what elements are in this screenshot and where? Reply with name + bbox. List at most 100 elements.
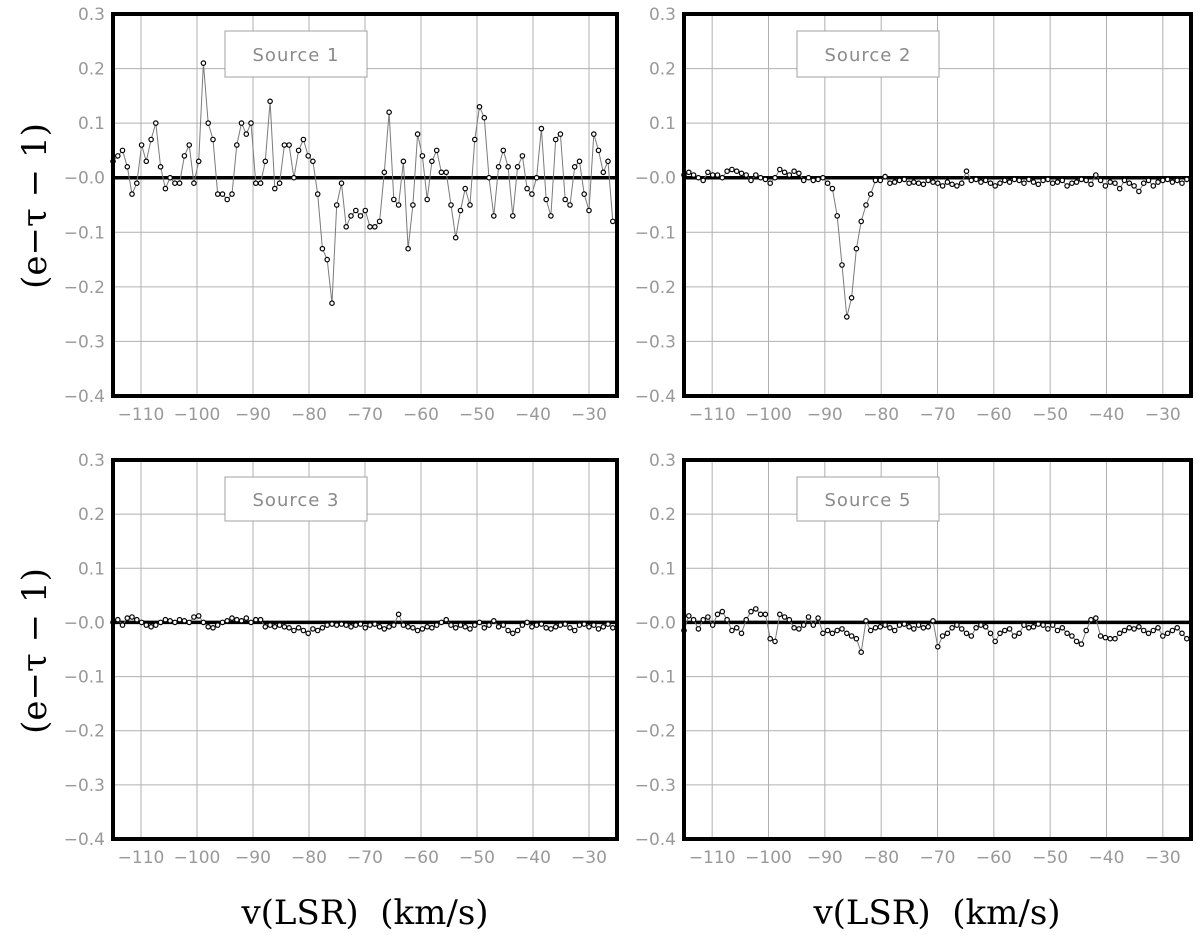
data-point	[153, 120, 159, 126]
data-point	[963, 168, 970, 175]
legend-box	[796, 30, 940, 78]
data-point	[476, 619, 483, 626]
data-point	[714, 172, 721, 178]
data-point	[414, 627, 421, 634]
data-point	[400, 622, 407, 628]
data-point	[157, 164, 164, 170]
data-point	[772, 638, 778, 645]
data-point	[600, 623, 607, 630]
data-point	[1045, 176, 1051, 183]
data-point	[557, 131, 564, 137]
x-tick-label: −50	[459, 405, 495, 425]
data-point	[172, 619, 178, 626]
data-point	[257, 616, 264, 623]
y-tick-label: −0.4	[64, 830, 105, 850]
data-point	[310, 626, 316, 632]
data-point	[949, 624, 955, 631]
data-point	[376, 623, 383, 630]
y-tick-label: −0.3	[64, 776, 105, 796]
y-tick-label: −0.4	[635, 387, 676, 407]
data-point	[1160, 177, 1166, 184]
data-point	[571, 627, 578, 634]
data-point	[848, 633, 855, 639]
data-point	[281, 623, 288, 630]
data-point	[300, 136, 307, 143]
data-point	[224, 196, 231, 203]
data-point	[567, 202, 573, 208]
data-point	[858, 649, 865, 656]
data-point	[1059, 177, 1066, 184]
data-point	[234, 616, 240, 623]
data-point	[348, 623, 354, 630]
data-point	[958, 626, 965, 632]
data-point	[887, 180, 893, 187]
data-point	[343, 224, 350, 230]
data-point	[395, 611, 402, 618]
data-point	[243, 131, 250, 137]
data-point	[733, 168, 740, 175]
data-point	[262, 158, 269, 165]
y-tick-label: 0.3	[78, 451, 105, 471]
data-point	[738, 170, 745, 177]
panel-4: −110 −100 −90 −80 −70 −60 −50 −40 −30 0.3 0.2 0.1 −0…	[635, 451, 1193, 868]
data-point	[906, 180, 912, 187]
y-tick-label: 0.1	[78, 114, 105, 134]
data-point	[1001, 177, 1008, 184]
data-point	[1174, 177, 1181, 184]
data-point	[571, 164, 578, 170]
data-point	[853, 245, 860, 252]
data-point	[167, 174, 173, 181]
data-point	[1121, 177, 1128, 184]
x-tick-label: −110	[689, 405, 736, 425]
data-point	[271, 185, 278, 192]
data-point	[267, 98, 273, 105]
data-point	[1026, 176, 1032, 183]
data-point	[1011, 633, 1018, 639]
data-point	[843, 314, 850, 320]
data-point	[333, 622, 340, 628]
data-point	[1054, 627, 1061, 634]
y-tick-label: −0.0	[635, 613, 676, 633]
data-point	[253, 616, 259, 623]
panel-3: −110 −100 −90 −80 −70 −60 −50 −40 −30 0.3 0.2 0.1 −0…	[64, 451, 619, 868]
data-point	[1040, 622, 1046, 628]
data-point	[371, 621, 378, 627]
data-point	[829, 185, 836, 192]
data-point	[533, 174, 540, 181]
data-point	[1064, 183, 1070, 189]
data-point	[452, 624, 459, 631]
data-point	[800, 622, 807, 628]
legend-label: Source 5	[825, 490, 912, 511]
data-point	[229, 615, 235, 621]
data-point	[305, 153, 312, 159]
data-point	[381, 169, 388, 176]
data-point	[906, 623, 912, 630]
data-point	[467, 626, 473, 632]
data-point	[505, 627, 511, 634]
data-point	[448, 622, 454, 628]
y-tick-label: 0.3	[649, 451, 676, 471]
data-point	[143, 622, 150, 628]
plot-frame	[682, 12, 1193, 398]
y-tick-label: −0.4	[635, 830, 676, 850]
data-point	[757, 611, 764, 618]
data-point	[1097, 177, 1104, 184]
data-point	[295, 624, 302, 631]
data-point	[538, 125, 545, 132]
data-point	[205, 120, 212, 126]
data-point	[1131, 183, 1137, 189]
data-point	[709, 622, 716, 628]
data-point	[891, 179, 898, 185]
data-point	[219, 619, 226, 626]
data-point	[1073, 179, 1080, 185]
data-point	[1045, 626, 1051, 632]
y-tick-label: −0.1	[635, 223, 676, 243]
data-point	[1179, 630, 1185, 637]
data-point	[400, 158, 407, 165]
x-tick-label: −80	[291, 848, 327, 868]
data-point	[834, 627, 841, 634]
data-point	[300, 627, 307, 634]
x-tick-label: −110	[118, 848, 165, 868]
data-point	[743, 172, 750, 178]
data-point	[505, 164, 511, 170]
